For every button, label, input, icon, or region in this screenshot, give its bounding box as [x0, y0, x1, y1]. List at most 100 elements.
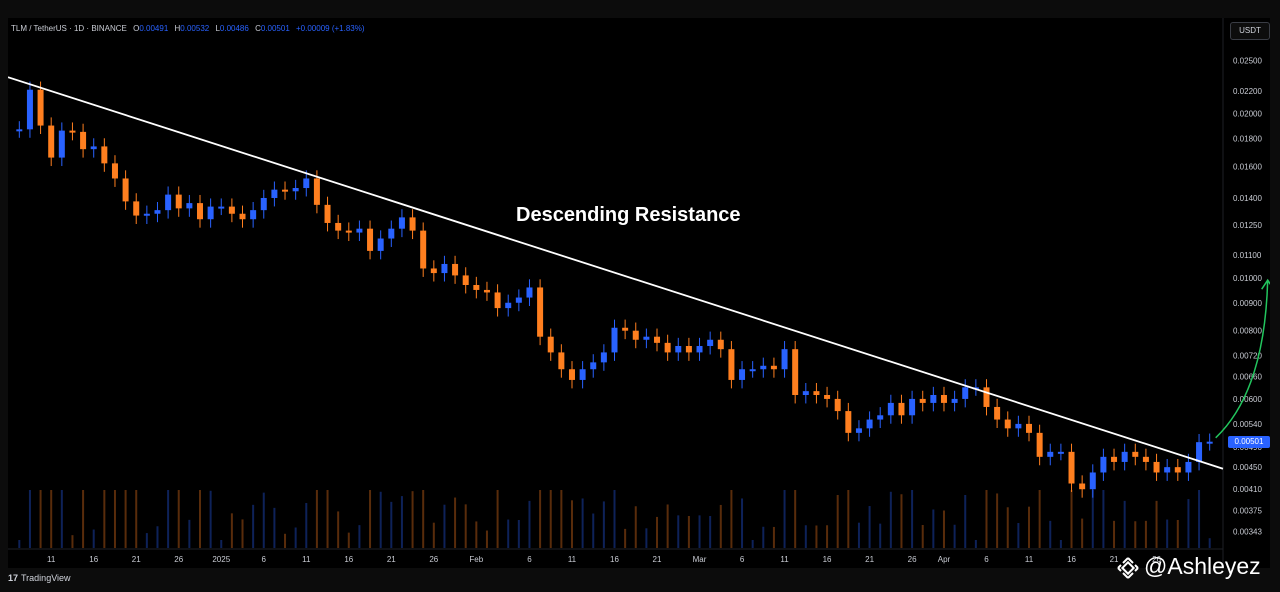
time-tick-label: 26: [908, 555, 917, 564]
price-tick-label: 0.00450: [1233, 463, 1262, 472]
volume-bar: [135, 490, 138, 548]
candle-body: [1100, 456, 1107, 473]
price-tick-label: 0.02000: [1233, 109, 1262, 118]
volume-bar: [1134, 521, 1137, 548]
candle-body: [909, 398, 916, 416]
volume-bar: [1102, 490, 1105, 548]
candle-body: [770, 365, 777, 370]
candle-body: [101, 146, 108, 164]
volume-bar: [507, 519, 510, 548]
volume-bar: [485, 530, 488, 548]
chart-area[interactable]: 0.02500 0.02200 0.02000 0.01800 0.01600 0.014…: [8, 18, 1270, 568]
candle-body: [175, 194, 182, 209]
volume-bar: [1028, 506, 1031, 548]
time-tick-label: 16: [610, 555, 619, 564]
candle-body: [1057, 451, 1064, 454]
volume-bar: [358, 525, 361, 548]
annotation-label: Descending Resistance: [516, 204, 741, 226]
candle-body: [1164, 467, 1171, 473]
volume-bar: [762, 526, 765, 548]
volume-bar: [315, 490, 318, 548]
close-label: C: [255, 24, 261, 33]
price-tick-label: 0.00600: [1233, 395, 1262, 404]
time-tick-label: 21: [1110, 555, 1119, 564]
candle-body: [802, 391, 809, 396]
candle-body: [1206, 441, 1213, 444]
volume-bar: [241, 519, 244, 548]
candle-body: [845, 411, 852, 433]
time-tick-label: 11: [302, 555, 311, 564]
volume-bar: [198, 490, 201, 548]
volume-bar: [964, 495, 967, 548]
price-tick-label: 0.02500: [1233, 56, 1262, 65]
candle-body: [1015, 423, 1022, 429]
candle-body: [962, 387, 969, 399]
binance-icon: [1117, 557, 1139, 579]
volume-bar: [1049, 520, 1052, 548]
price-tick-label: 0.00800: [1233, 327, 1262, 336]
tradingview-logo[interactable]: 17 TradingView: [8, 573, 71, 583]
volume-bar: [28, 490, 31, 548]
volume-bar: [656, 516, 659, 548]
candle-body: [824, 395, 831, 399]
candle-body: [675, 346, 682, 353]
volume-bar: [932, 509, 935, 548]
time-tick-label: 11: [1025, 555, 1034, 564]
candle-body: [271, 189, 278, 198]
candle-body: [494, 292, 501, 309]
volume-bar: [432, 522, 435, 548]
time-tick-label: 6: [527, 555, 532, 564]
candle-body: [568, 369, 575, 380]
time-tick-label: 6: [262, 555, 267, 564]
resistance-trendline: [8, 76, 1224, 470]
candlestick-chart[interactable]: 0.02500 0.02200 0.02000 0.01800 0.01600 0.014…: [8, 18, 1270, 568]
candle-body: [611, 327, 618, 353]
candle-body: [16, 129, 23, 132]
candle-body: [983, 387, 990, 407]
volume-bar: [262, 492, 265, 548]
volume-bar: [284, 533, 287, 548]
low-label: L: [215, 24, 220, 33]
volume-bar: [783, 490, 786, 548]
candle-body: [622, 327, 629, 331]
price-tick-label: 0.00900: [1233, 299, 1262, 308]
volume-bar: [39, 490, 42, 548]
watermark-handle: @Ashleyez: [1144, 553, 1261, 579]
volume-bar: [379, 491, 382, 548]
candle-body: [1142, 456, 1149, 462]
volume-bar: [741, 498, 744, 548]
time-tick-label: 16: [344, 555, 353, 564]
volume-bar: [687, 516, 690, 548]
time-tick-label: 2025: [212, 555, 230, 564]
volume-bar: [1091, 490, 1094, 548]
high-value: 0.00532: [180, 24, 210, 33]
currency-button[interactable]: USDT: [1230, 22, 1270, 40]
candle-body: [133, 201, 140, 216]
candle-body: [345, 230, 352, 233]
candle-body: [558, 352, 565, 370]
volume-bar: [794, 490, 797, 548]
time-tick-label: Feb: [469, 555, 483, 564]
symbol-title[interactable]: TLM / TetherUS · 1D · BINANCE: [11, 24, 127, 33]
candle-body: [579, 369, 586, 380]
candle-body: [1111, 456, 1118, 462]
candle-body: [505, 302, 512, 309]
volume-bar: [921, 525, 924, 548]
candle-body: [717, 339, 724, 350]
candle-body: [473, 284, 480, 290]
volume-bar: [868, 506, 871, 548]
volume-bar: [60, 490, 63, 548]
candle-body: [600, 352, 607, 363]
volume-bar: [549, 490, 552, 548]
candle-body: [1174, 467, 1181, 473]
volume-bar: [71, 535, 74, 548]
author-watermark: @Ashleyez: [1117, 553, 1261, 580]
time-tick-label: 21: [132, 555, 141, 564]
candle-body: [37, 89, 44, 126]
candle-body: [1036, 432, 1043, 457]
candle-body: [282, 189, 289, 192]
candle-body: [377, 238, 384, 251]
candle-body: [292, 188, 299, 192]
candle-body: [430, 268, 437, 274]
volume-bar: [772, 526, 775, 548]
